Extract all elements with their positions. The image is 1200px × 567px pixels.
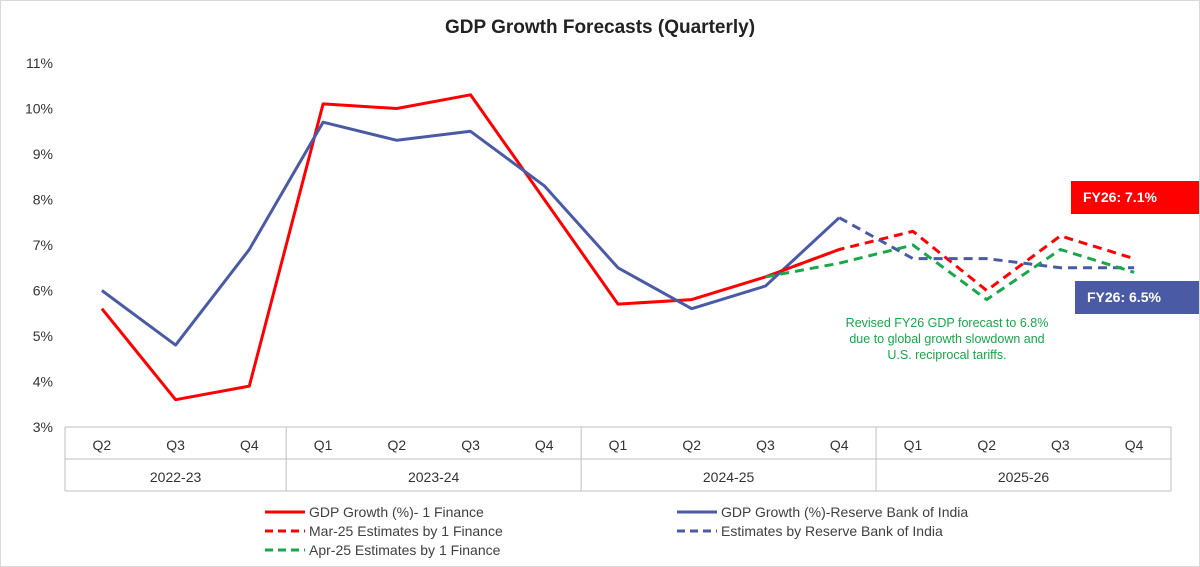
series-lines — [100, 93, 1135, 402]
x-tick-label: Q3 — [1051, 437, 1070, 453]
legend-label: Estimates by Reserve Bank of India — [721, 523, 943, 539]
y-tick-label: 4% — [33, 374, 53, 390]
x-tick-label: Q3 — [166, 437, 185, 453]
series-line-2 — [764, 229, 1135, 292]
y-tick-label: 8% — [33, 192, 53, 208]
y-tick-label: 11% — [26, 55, 53, 71]
y-tick-label: 9% — [33, 146, 53, 162]
annotation-text: U.S. reciprocal tariffs. — [887, 348, 1006, 362]
x-tick-label: Q4 — [240, 437, 259, 453]
y-tick-label: 6% — [33, 283, 53, 299]
x-group-label: 2022-23 — [150, 469, 202, 485]
x-tick-label: Q2 — [93, 437, 112, 453]
annotations: Revised FY26 GDP forecast to 6.8% due to … — [846, 181, 1199, 362]
y-tick-label: 10% — [25, 101, 53, 117]
series-line-3 — [838, 216, 1135, 270]
annotation-text: due to global growth slowdown and — [849, 332, 1044, 346]
fy26-badge — [1075, 281, 1199, 314]
chart-title: GDP Growth Forecasts (Quarterly) — [445, 17, 755, 38]
x-tick-label: Q4 — [1125, 437, 1144, 453]
x-tick-label: Q3 — [756, 437, 775, 453]
series-line-0 — [100, 93, 840, 402]
legend-label: Apr-25 Estimates by 1 Finance — [309, 542, 501, 558]
x-tick-label: Q4 — [830, 437, 849, 453]
legend-label: GDP Growth (%)- 1 Finance — [309, 504, 484, 520]
x-group-label: 2025-26 — [998, 469, 1050, 485]
x-tick-label: Q4 — [535, 437, 554, 453]
legend-label: GDP Growth (%)-Reserve Bank of India — [721, 504, 968, 520]
y-tick-label: 3% — [33, 419, 53, 435]
x-group-label: 2024-25 — [703, 469, 755, 485]
fy26-badge-label: FY26: 6.5% — [1087, 289, 1161, 305]
x-tick-label: Q2 — [387, 437, 406, 453]
fy26-badge — [1071, 181, 1199, 214]
legend-label: Mar-25 Estimates by 1 Finance — [309, 523, 503, 539]
x-tick-label: Q1 — [904, 437, 923, 453]
fy26-badge-label: FY26: 7.1% — [1083, 189, 1157, 205]
annotation-text: Revised FY26 GDP forecast to 6.8% — [846, 316, 1049, 330]
x-group-label: 2023-24 — [408, 469, 460, 485]
x-tick-label: Q1 — [314, 437, 333, 453]
y-tick-label: 5% — [33, 328, 53, 344]
x-tick-label: Q2 — [977, 437, 996, 453]
axes: 3% 4% 5% 6% 7% 8% 9% 10% 11% Q2 Q3 Q4 Q1 Q2 Q3 Q4 Q1 Q2 Q3… — [25, 55, 1172, 492]
y-tick-label: 7% — [33, 237, 53, 253]
series-line-1 — [101, 120, 841, 347]
legend: GDP Growth (%)- 1 Finance GDP Growth (%)-… — [265, 504, 968, 558]
x-tick-label: Q3 — [461, 437, 480, 453]
x-tick-label: Q1 — [609, 437, 628, 453]
x-tick-label: Q2 — [682, 437, 701, 453]
series-line-4 — [765, 243, 1135, 302]
